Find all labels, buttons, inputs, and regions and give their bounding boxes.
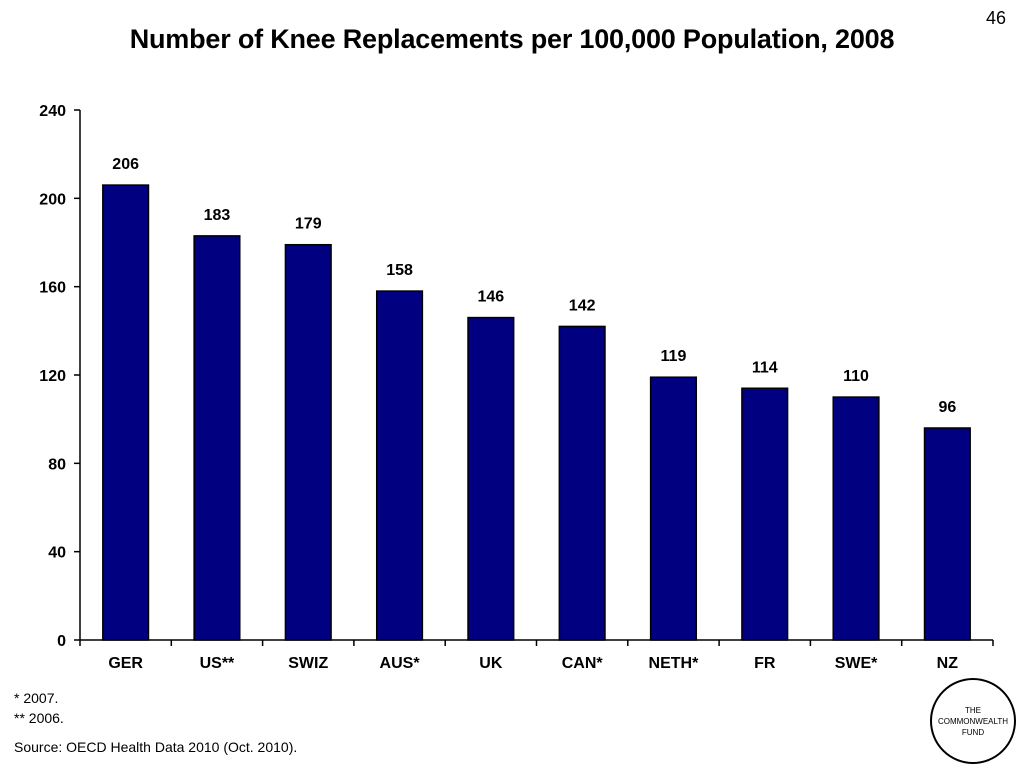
data-label: 183 — [204, 207, 231, 224]
bar-us — [193, 235, 241, 641]
bar-can — [558, 325, 606, 641]
y-tick-label: 160 — [39, 280, 66, 297]
y-tick-label: 240 — [39, 103, 66, 120]
bar-nz — [923, 427, 971, 641]
x-category-label: NZ — [937, 655, 959, 672]
data-label: 114 — [752, 359, 778, 376]
y-tick-label: 120 — [39, 368, 66, 385]
page-number: 46 — [985, 8, 1006, 28]
logo-line-1: THE — [965, 705, 981, 715]
commonwealth-fund-logo: THE COMMONWEALTH FUND — [930, 678, 1016, 764]
logo-line-3: FUND — [961, 727, 985, 737]
y-tick-label: 80 — [48, 456, 66, 473]
data-label: 179 — [295, 216, 322, 233]
data-label: 96 — [938, 399, 956, 416]
bar-aus — [375, 290, 424, 641]
bar-neth — [649, 376, 698, 641]
footnote-2: ** 2006. — [14, 710, 64, 726]
bar-swe — [832, 396, 880, 641]
data-label: 206 — [112, 156, 139, 173]
data-label: 146 — [477, 289, 504, 306]
chart-title: Number of Knee Replacements per 100,000 … — [129, 24, 895, 54]
x-category-label: SWE* — [835, 655, 878, 672]
x-category-label: GER — [108, 655, 143, 672]
x-category-label: US** — [200, 655, 235, 672]
x-category-label: AUS* — [380, 655, 421, 672]
data-label: 158 — [386, 262, 413, 279]
bar-uk — [467, 316, 515, 641]
data-label: 110 — [843, 368, 869, 385]
y-tick-label: 200 — [39, 191, 66, 208]
y-tick-label: 0 — [57, 633, 66, 650]
x-category-label: SWIZ — [288, 655, 328, 672]
logo-line-2: COMMONWEALTH — [937, 716, 1009, 726]
x-category-label: NETH* — [649, 655, 700, 672]
x-category-label: UK — [479, 655, 503, 672]
bar-fr — [741, 387, 789, 641]
data-label: 142 — [569, 297, 596, 314]
footnotes: * 2007. ** 2006. — [14, 688, 64, 728]
footnote-1: * 2007. — [14, 690, 59, 706]
data-label: 119 — [661, 348, 687, 365]
x-category-label: FR — [754, 655, 776, 672]
x-category-label: CAN* — [562, 655, 604, 672]
source-note: Source: OECD Health Data 2010 (Oct. 2010… — [14, 739, 298, 755]
y-tick-label: 40 — [48, 545, 66, 562]
bar-swiz — [284, 243, 332, 641]
bar-ger — [102, 184, 150, 641]
